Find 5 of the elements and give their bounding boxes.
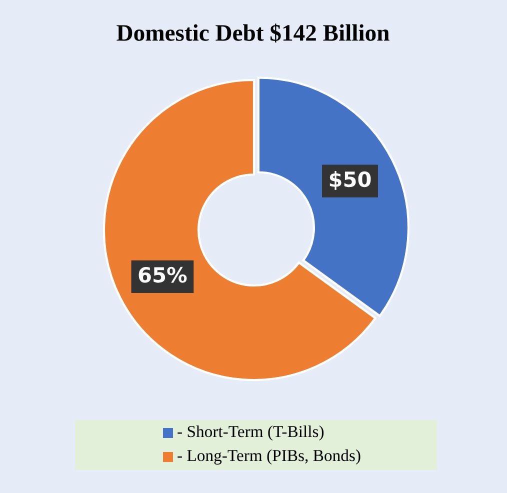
legend-label: - Long-Term (PIBs, Bonds)	[178, 449, 360, 465]
legend-label: - Short-Term (T-Bills)	[178, 425, 324, 441]
text: $50	[330, 171, 371, 190]
chart-title: Domestic Debt $142 Billion	[116, 24, 390, 42]
text: 65%	[138, 266, 187, 283]
